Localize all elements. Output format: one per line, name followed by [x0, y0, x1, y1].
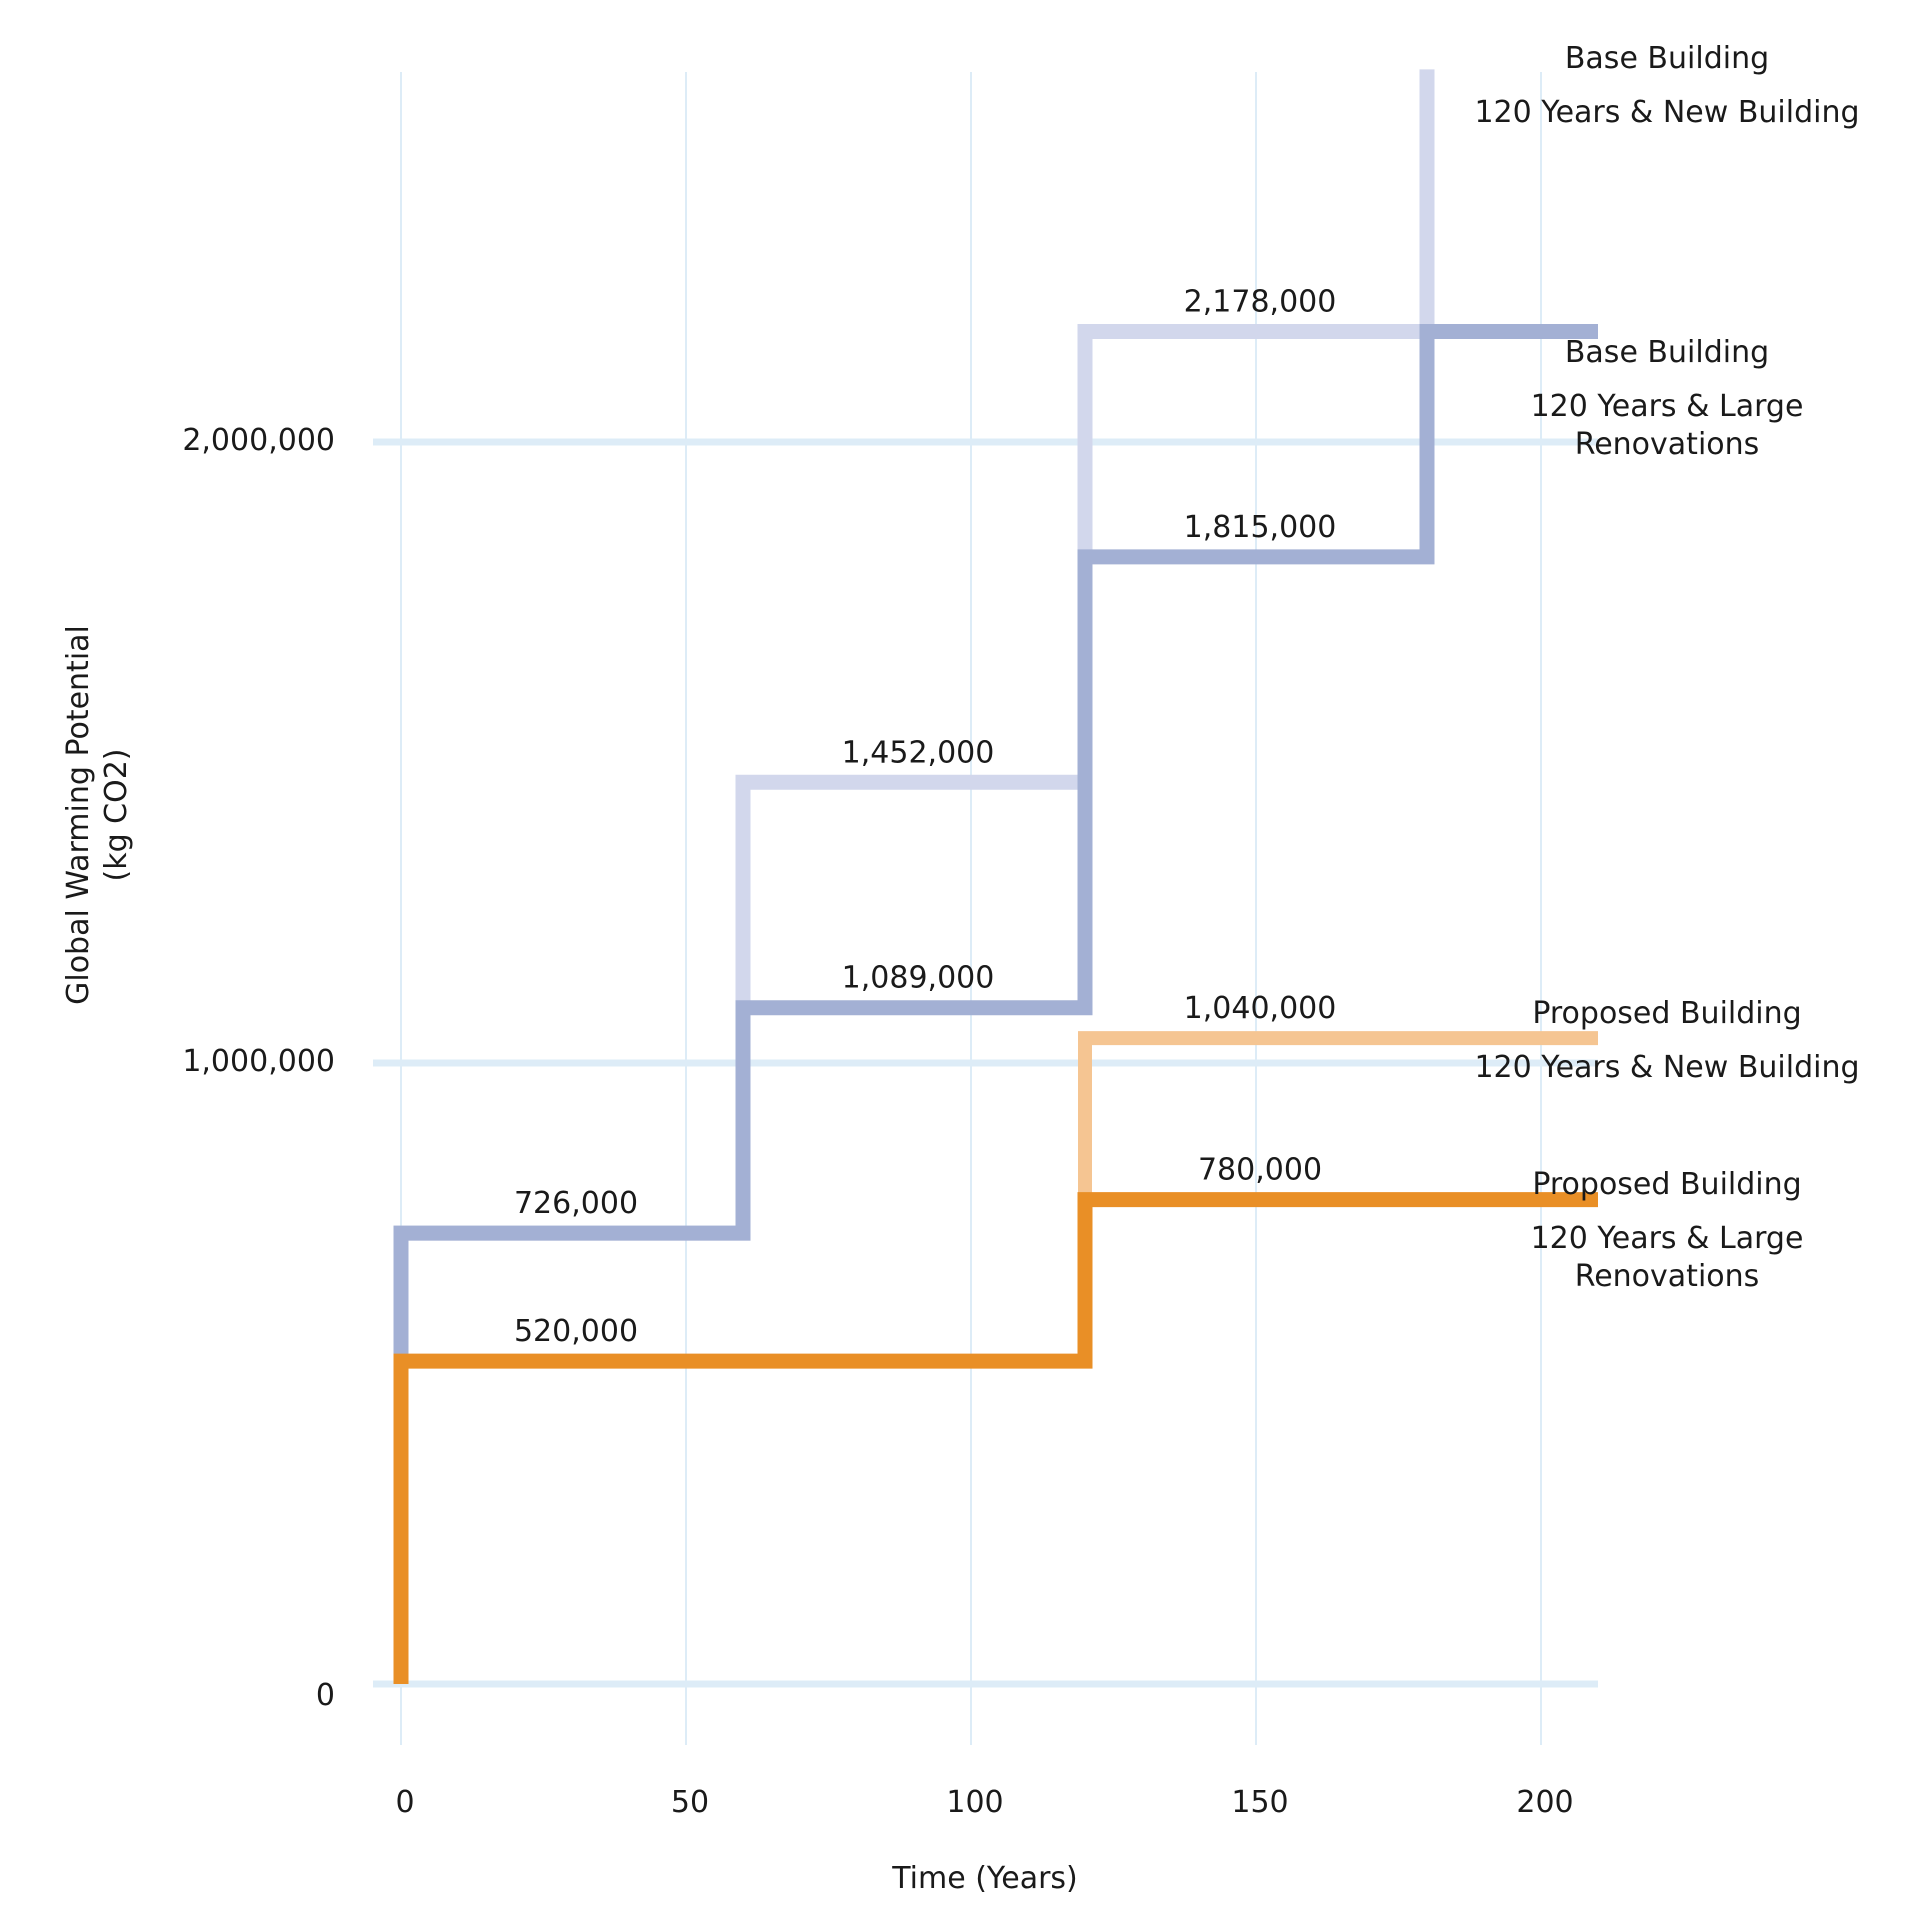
series-label: Renovations: [1575, 427, 1760, 462]
series-labels: Base Building 120 Years & New Building Bas…: [1474, 41, 1859, 1294]
data-label: 520,000: [514, 1314, 638, 1349]
x-tick-label: 100: [946, 1785, 1003, 1820]
series-label: Base Building: [1565, 41, 1769, 76]
data-label: 780,000: [1198, 1153, 1322, 1188]
data-label: 1,452,000: [842, 735, 995, 770]
data-label: 726,000: [514, 1186, 638, 1221]
data-label: 1,089,000: [842, 961, 995, 996]
y-tick-label: 1,000,000: [182, 1044, 335, 1079]
data-label: 2,178,000: [1184, 284, 1337, 319]
x-tick-label: 200: [1516, 1785, 1573, 1820]
series-label: 120 Years & Large: [1531, 389, 1804, 424]
x-tick-label: 0: [395, 1785, 414, 1820]
y-tick-label: 2,000,000: [182, 423, 335, 458]
series-label: 120 Years & New Building: [1474, 1050, 1859, 1085]
data-labels: 726,000 520,000 1,452,000 1,089,000 2,178,00…: [514, 284, 1336, 1349]
y-axis-label: Global Warming Potential (kg CO2): [61, 625, 134, 1005]
series-label: Proposed Building: [1532, 1167, 1801, 1202]
series-label: Renovations: [1575, 1259, 1760, 1294]
series-label: Base Building: [1565, 335, 1769, 370]
x-axis-label: Time (Years): [891, 1861, 1078, 1896]
y-tick-label: 0: [316, 1678, 335, 1713]
series-line: [393, 1192, 1598, 1684]
y-axis-label-line-1: Global Warming Potential: [61, 625, 96, 1005]
grid: [373, 72, 1598, 1745]
y-axis-label-line-2: (kg CO2): [99, 748, 134, 881]
data-label: 1,815,000: [1184, 510, 1337, 545]
series-label: 120 Years & Large: [1531, 1221, 1804, 1256]
series-label: Proposed Building: [1532, 996, 1801, 1031]
axis-ticks: 0 50 100 150 200 0 1,000,000 2,000,000: [182, 423, 1573, 1820]
series-lines: [393, 69, 1598, 1684]
series-label: 120 Years & New Building: [1474, 95, 1859, 130]
series-line: [393, 323, 1598, 1684]
data-label: 1,040,000: [1184, 991, 1337, 1026]
x-tick-label: 150: [1231, 1785, 1288, 1820]
x-tick-label: 50: [671, 1785, 709, 1820]
